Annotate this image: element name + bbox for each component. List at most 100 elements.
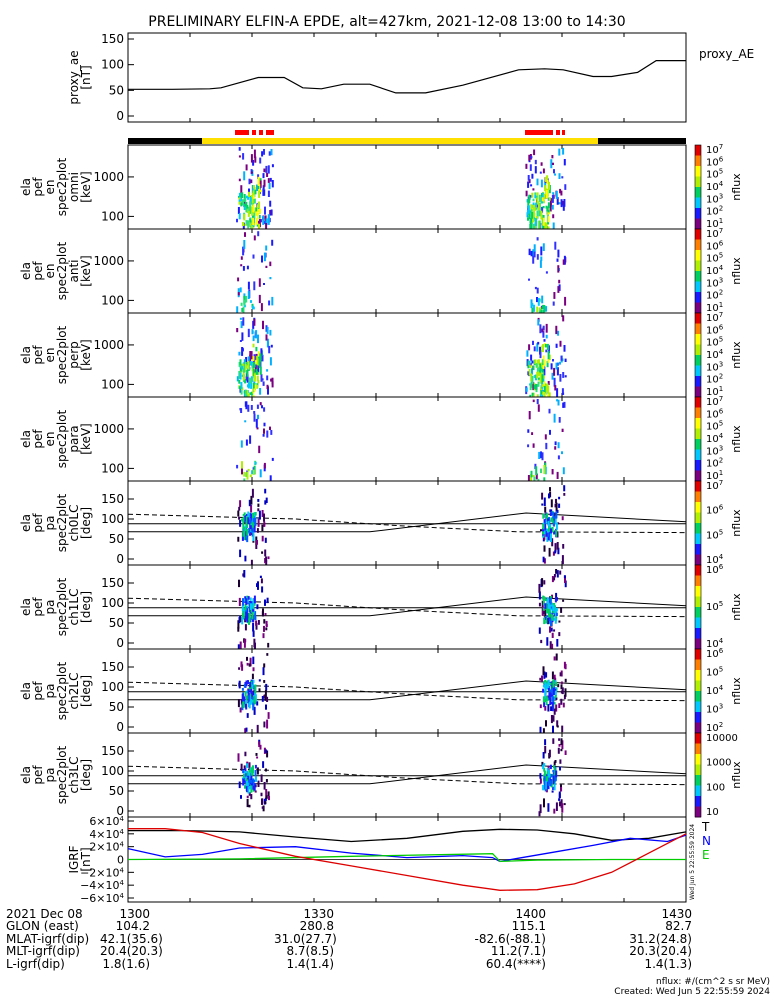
data-pixel — [562, 315, 565, 322]
data-pixel — [244, 604, 247, 611]
data-pixel — [532, 249, 535, 257]
data-pixel — [242, 199, 244, 206]
data-pixel — [251, 392, 254, 400]
data-pixel — [531, 212, 534, 219]
data-pixel — [548, 776, 551, 785]
data-pixel — [250, 495, 253, 505]
data-pixel — [553, 367, 556, 376]
data-pixel — [554, 597, 557, 603]
panel-0: proxy_ae[nT] 150 100 50 0 proxy_AE — [67, 32, 754, 123]
y-tick-label: 50 — [109, 700, 124, 714]
data-pixel — [541, 193, 543, 199]
y-tick-label: 50 — [109, 532, 124, 546]
data-pixel — [550, 159, 553, 169]
data-pixel — [264, 549, 267, 557]
data-pixel — [555, 607, 558, 612]
data-pixel — [247, 281, 250, 290]
data-pixel — [244, 525, 247, 532]
data-pixel — [241, 604, 244, 611]
data-pixel — [539, 376, 542, 384]
data-pixel — [552, 604, 555, 612]
data-pixel — [547, 704, 550, 712]
data-pixel — [547, 605, 550, 610]
data-pixel — [552, 192, 555, 195]
colorbar-tick-label: 106 — [706, 647, 724, 660]
colorbar-band — [695, 334, 701, 345]
data-pixel — [544, 682, 547, 689]
data-pixel — [248, 528, 251, 534]
data-pixel — [238, 178, 241, 182]
data-pixel — [248, 178, 251, 185]
data-pixel — [236, 306, 239, 314]
data-pixel — [263, 407, 266, 412]
data-pixel — [261, 510, 264, 517]
y-tick-label: 1000 — [93, 254, 124, 268]
data-pixel — [254, 770, 257, 777]
data-pixel — [548, 493, 550, 499]
data-pixel — [253, 779, 255, 783]
data-pixel — [259, 180, 262, 188]
data-pixel — [246, 370, 249, 377]
data-pixel — [251, 680, 254, 689]
data-pixel — [243, 171, 246, 181]
data-pixel — [536, 197, 539, 205]
data-pixel — [247, 511, 250, 519]
data-pixel — [260, 303, 263, 312]
data-pixel — [543, 767, 546, 772]
data-pixel — [256, 604, 259, 610]
data-pixel — [561, 725, 564, 732]
colorbar-band — [695, 733, 701, 744]
data-pixel — [251, 699, 254, 704]
data-pixel — [253, 595, 256, 604]
data-pixel — [252, 217, 255, 226]
data-pixel — [243, 598, 246, 602]
data-pixel — [539, 773, 542, 779]
y-axis-label: [nT] — [79, 65, 93, 89]
data-pixel — [253, 783, 256, 791]
data-pixel — [552, 301, 555, 306]
y-tick-label: 0 — [117, 854, 124, 867]
data-pixel — [537, 377, 540, 380]
data-pixel — [257, 186, 260, 189]
data-pixel — [539, 324, 542, 334]
data-pixel — [532, 382, 535, 391]
data-pixel — [552, 765, 555, 769]
data-pixel — [552, 214, 555, 219]
data-pixel — [245, 607, 248, 614]
data-pixel — [543, 381, 546, 388]
data-pixel — [262, 173, 265, 179]
row-value: 115.1 — [511, 919, 546, 934]
colorbar-band — [695, 586, 701, 597]
colorbar-band — [695, 397, 701, 408]
data-pixel — [252, 656, 255, 665]
data-pixel — [244, 751, 247, 757]
data-pixel — [236, 218, 238, 223]
y-axis-label: spec2plot — [55, 325, 69, 384]
data-pixel — [548, 197, 551, 201]
y-tick-label: 4×104 — [89, 828, 124, 841]
data-pixel — [536, 216, 539, 220]
data-pixel — [542, 217, 545, 226]
data-pixel — [244, 363, 247, 373]
row-value: 31.0(27.7) — [274, 931, 337, 946]
data-pixel — [238, 371, 241, 379]
colorbar-band — [695, 323, 701, 335]
data-pixel — [534, 192, 537, 195]
data-pixel — [257, 213, 259, 220]
data-pixel — [250, 603, 252, 610]
data-pixel — [539, 373, 542, 379]
data-pixel — [547, 209, 550, 213]
data-pixel — [550, 692, 553, 698]
data-pixel — [545, 222, 547, 231]
y-axis-label: ch2LC — [67, 673, 81, 710]
data-pixel — [532, 205, 535, 211]
data-pixel — [530, 204, 533, 212]
data-pixel — [267, 712, 270, 719]
y-axis-label: pef — [31, 429, 45, 449]
data-pixel — [265, 768, 267, 772]
y-axis-label: en — [43, 180, 57, 195]
data-pixel — [238, 213, 241, 220]
colorbar-band — [695, 365, 701, 377]
data-pixel — [525, 163, 528, 169]
